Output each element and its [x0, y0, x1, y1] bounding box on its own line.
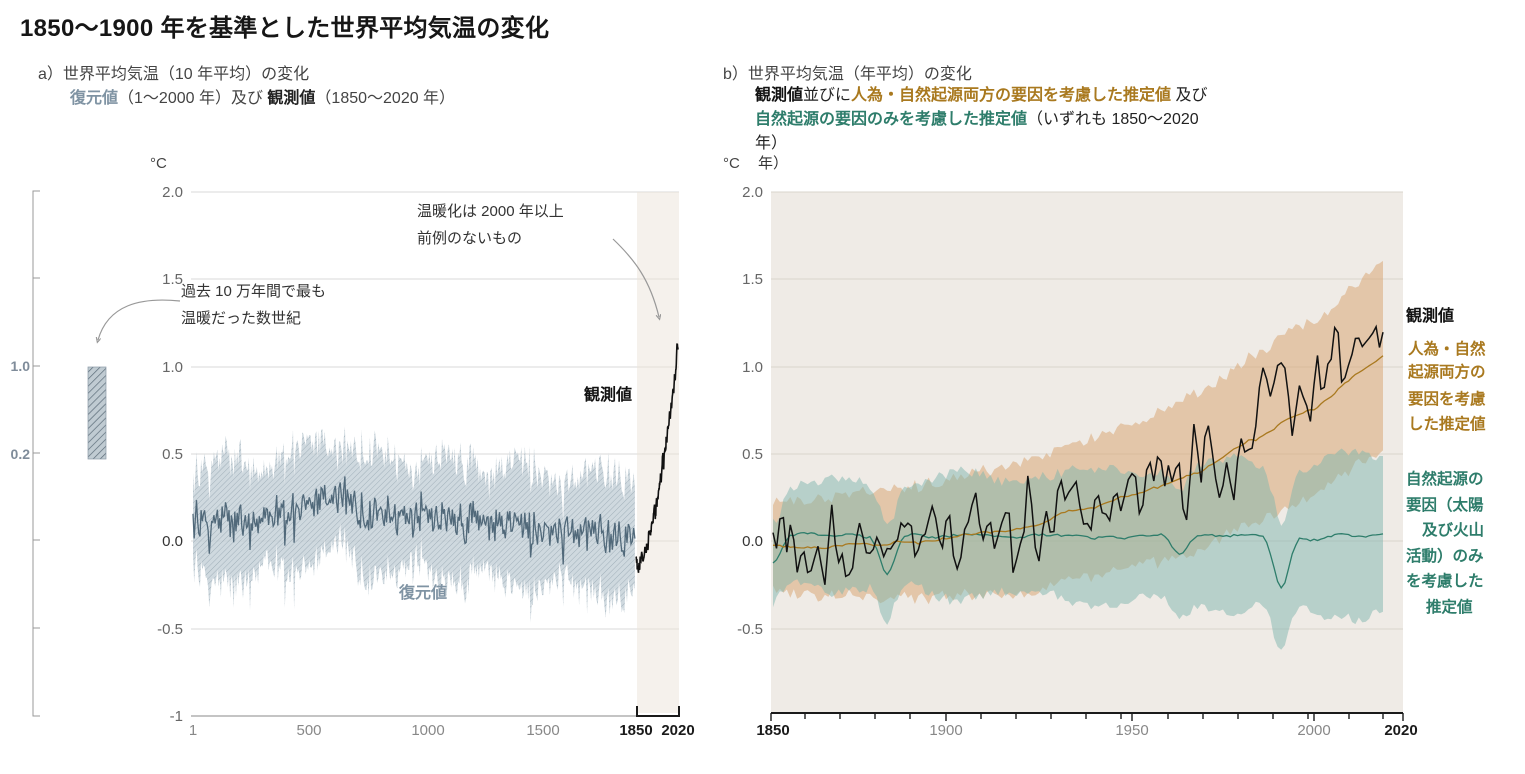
svg-text:2000: 2000 [1297, 722, 1330, 739]
svg-text:を考慮した: を考慮した [1406, 571, 1484, 590]
svg-text:1.0: 1.0 [11, 358, 31, 374]
svg-text:観測値: 観測値 [584, 385, 632, 404]
svg-text:要因（太陽: 要因（太陽 [1406, 495, 1484, 514]
svg-text:0.5: 0.5 [742, 446, 763, 463]
svg-text:1500: 1500 [526, 722, 559, 739]
svg-text:及び火山: 及び火山 [1422, 521, 1484, 539]
svg-text:-1: -1 [170, 708, 183, 725]
svg-text:1850: 1850 [756, 722, 789, 739]
svg-text:自然起源の: 自然起源の [1406, 469, 1484, 488]
svg-text:1.0: 1.0 [162, 359, 183, 376]
svg-text:温暖だった数世紀: 温暖だった数世紀 [181, 310, 301, 327]
svg-text:1.5: 1.5 [742, 271, 763, 288]
svg-text:年）: 年） [758, 155, 788, 172]
svg-text:復元値: 復元値 [398, 583, 447, 602]
svg-text:0.2: 0.2 [11, 446, 31, 462]
svg-text:2.0: 2.0 [742, 184, 763, 201]
svg-text:-0.5: -0.5 [737, 621, 763, 638]
svg-text:推定値: 推定値 [1426, 597, 1473, 616]
svg-text:1: 1 [189, 722, 197, 739]
svg-text:起源両方の: 起源両方の [1407, 362, 1486, 381]
svg-text:-0.5: -0.5 [157, 621, 183, 638]
svg-text:1.0: 1.0 [742, 359, 763, 376]
svg-text:°C: °C [150, 155, 167, 172]
svg-text:500: 500 [296, 722, 321, 739]
svg-text:2020: 2020 [661, 722, 694, 739]
svg-text:1950: 1950 [1115, 722, 1148, 739]
svg-text:0.0: 0.0 [162, 533, 183, 550]
svg-text:温暖化は 2000 年以上: 温暖化は 2000 年以上 [417, 203, 564, 220]
svg-text:1900: 1900 [929, 722, 962, 739]
svg-text:1850: 1850 [619, 722, 652, 739]
svg-text:観測値: 観測値 [1406, 306, 1454, 325]
svg-text:0.0: 0.0 [742, 533, 763, 550]
svg-text:0.5: 0.5 [162, 446, 183, 463]
svg-text:要因を考慮: 要因を考慮 [1408, 389, 1486, 408]
svg-text:1.5: 1.5 [162, 271, 183, 288]
svg-text:1000: 1000 [411, 722, 444, 739]
svg-text:活動）のみ: 活動）のみ [1406, 546, 1484, 565]
svg-text:2.0: 2.0 [162, 184, 183, 201]
svg-text:した推定値: した推定値 [1408, 414, 1486, 433]
svg-text:人為・自然: 人為・自然 [1408, 339, 1486, 358]
svg-text:前例のないもの: 前例のないもの [417, 230, 522, 247]
svg-text:2020: 2020 [1384, 722, 1417, 739]
svg-text:過去 10 万年間で最も: 過去 10 万年間で最も [181, 283, 326, 300]
svg-text:°C: °C [723, 155, 740, 172]
